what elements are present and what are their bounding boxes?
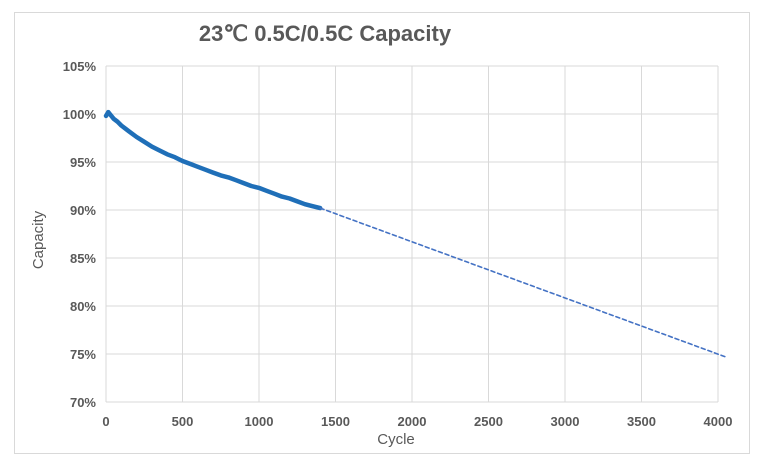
series-group: [103, 109, 727, 358]
x-tick-label: 3500: [627, 414, 656, 429]
y-tick-label: 105%: [63, 59, 97, 74]
y-tick-label: 90%: [70, 203, 96, 218]
measured-capacity-line: [103, 109, 323, 211]
y-axis-label: Capacity: [30, 210, 47, 269]
y-tick-labels: 70% 75% 80% 85% 90% 95% 100% 105%: [63, 59, 97, 410]
y-tick-label: 95%: [70, 155, 96, 170]
y-tick-label: 80%: [70, 299, 96, 314]
x-tick-label: 500: [172, 414, 194, 429]
y-tick-label: 100%: [63, 107, 97, 122]
y-tick-label: 70%: [70, 395, 96, 410]
x-tick-label: 2500: [474, 414, 503, 429]
x-axis-label: Cycle: [377, 431, 415, 448]
y-tick-label: 85%: [70, 251, 96, 266]
projection-line: [319, 207, 727, 358]
chart-frame: [14, 12, 750, 454]
chart-title: 23℃ 0.5C/0.5C Capacity: [199, 21, 452, 46]
grid: [105, 65, 719, 403]
x-tick-label: 1500: [321, 414, 350, 429]
x-tick-labels: 0 500 1000 1500 2000 2500 3000 3500 4000: [102, 414, 732, 429]
x-tick-label: 3000: [551, 414, 580, 429]
x-tick-label: 1000: [245, 414, 274, 429]
y-tick-label: 75%: [70, 347, 96, 362]
x-tick-label: 2000: [398, 414, 427, 429]
x-tick-label: 4000: [704, 414, 733, 429]
x-tick-label: 0: [102, 414, 109, 429]
